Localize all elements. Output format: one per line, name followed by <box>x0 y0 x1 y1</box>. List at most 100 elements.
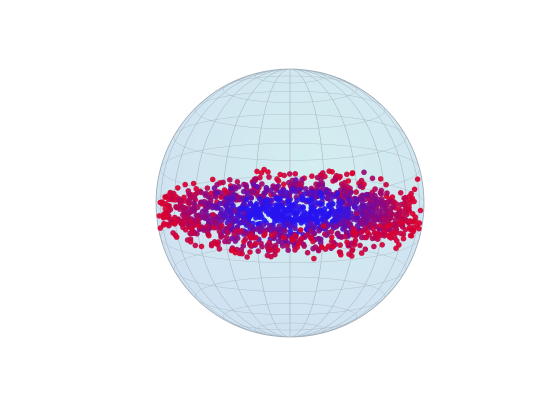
point <box>308 228 314 234</box>
point <box>383 181 389 188</box>
point <box>349 247 355 254</box>
point <box>349 253 355 259</box>
parallel <box>194 276 386 315</box>
point <box>359 198 365 205</box>
point <box>247 242 254 249</box>
point <box>240 218 246 224</box>
point <box>385 199 391 205</box>
point <box>313 219 320 226</box>
point <box>397 230 404 237</box>
point <box>326 203 333 210</box>
point <box>341 225 348 231</box>
point <box>353 189 360 195</box>
point <box>379 242 386 248</box>
point <box>308 235 314 242</box>
point <box>172 221 178 227</box>
point <box>316 228 322 234</box>
parallel <box>194 91 386 130</box>
point <box>292 205 299 211</box>
point <box>186 191 192 197</box>
point <box>323 189 330 195</box>
point <box>393 245 399 252</box>
point <box>176 197 183 204</box>
point <box>261 190 268 196</box>
point <box>235 228 242 234</box>
point <box>192 242 199 249</box>
point <box>186 205 192 212</box>
point <box>318 244 325 250</box>
point <box>196 223 202 230</box>
point <box>299 176 305 183</box>
point <box>401 200 408 207</box>
point <box>172 214 178 221</box>
point <box>266 174 272 180</box>
point <box>182 181 188 188</box>
point <box>253 215 259 221</box>
point <box>220 179 226 186</box>
point <box>263 184 270 191</box>
point <box>247 235 254 241</box>
point <box>257 227 263 233</box>
point <box>307 197 314 204</box>
point <box>363 191 370 198</box>
point <box>188 225 195 232</box>
point <box>267 226 273 232</box>
point <box>337 242 344 248</box>
point <box>223 234 230 240</box>
point <box>260 222 267 228</box>
point <box>368 221 375 228</box>
point <box>326 212 333 219</box>
point <box>274 247 281 253</box>
point <box>366 214 373 220</box>
point <box>213 219 219 226</box>
point <box>173 234 180 240</box>
parallel <box>255 69 325 84</box>
point <box>281 234 287 241</box>
point <box>332 177 338 183</box>
point <box>185 199 192 206</box>
point <box>244 205 250 212</box>
point <box>190 180 197 187</box>
point <box>352 237 359 244</box>
point <box>213 205 220 211</box>
point <box>187 239 194 245</box>
point <box>334 231 341 237</box>
point <box>224 207 231 213</box>
point <box>199 208 206 215</box>
point <box>244 254 250 260</box>
point <box>294 244 301 250</box>
point <box>281 206 287 213</box>
point <box>384 222 391 229</box>
point <box>292 171 299 177</box>
point <box>188 218 194 225</box>
point <box>392 217 399 223</box>
parallel <box>173 245 407 292</box>
point <box>399 220 406 226</box>
point <box>397 190 404 196</box>
point <box>261 217 268 224</box>
point <box>408 190 415 197</box>
point <box>279 243 286 249</box>
point <box>337 201 344 207</box>
point <box>268 187 274 193</box>
point <box>234 214 241 221</box>
point <box>412 217 419 224</box>
point <box>207 218 214 224</box>
point <box>411 186 418 193</box>
point <box>347 189 354 196</box>
point <box>268 211 274 217</box>
point <box>328 238 335 245</box>
point <box>225 229 231 236</box>
point <box>228 185 234 191</box>
point <box>322 210 328 216</box>
point <box>352 204 358 210</box>
point <box>400 235 407 242</box>
point <box>371 243 377 250</box>
point <box>377 222 384 229</box>
point <box>262 231 268 237</box>
point <box>297 227 304 233</box>
point <box>340 213 346 219</box>
point <box>358 220 364 226</box>
point <box>308 222 315 228</box>
point <box>190 208 197 214</box>
